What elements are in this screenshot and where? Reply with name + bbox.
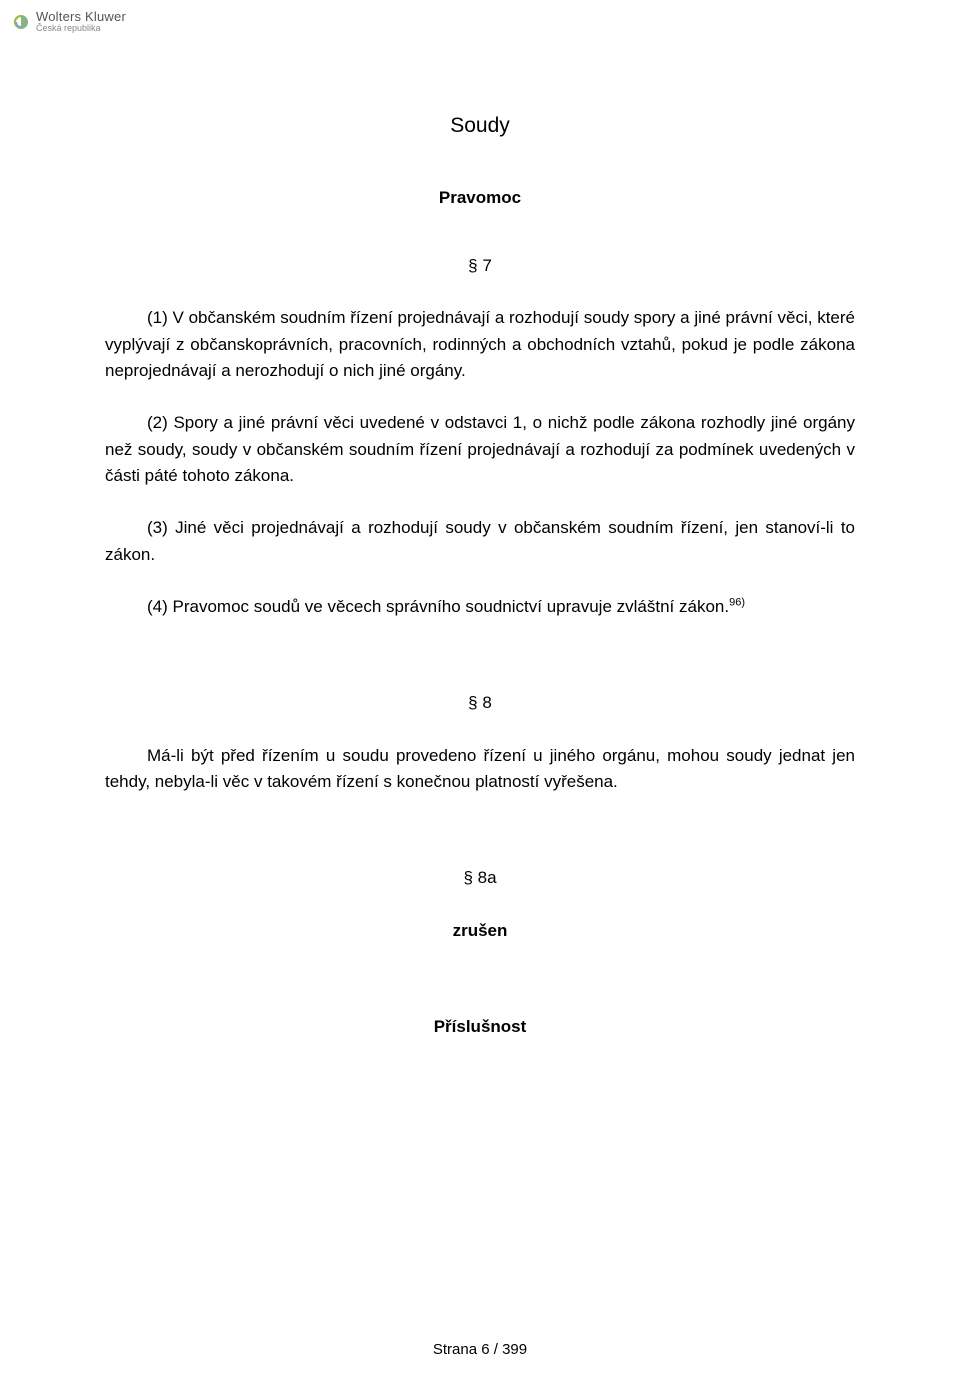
brand-text: Wolters Kluwer Česká republika [36, 10, 126, 34]
section-8-number: § 8 [105, 690, 855, 716]
page-subtitle: Pravomoc [105, 185, 855, 211]
section-7-para-3: (3) Jiné věci projednávají a rozhodují s… [105, 515, 855, 568]
section-7-para-2: (2) Spory a jiné právní věci uvedené v o… [105, 410, 855, 489]
section-8a-status: zrušen [105, 918, 855, 944]
wolters-kluwer-logo-icon [12, 13, 30, 31]
section-7-para-4-text: (4) Pravomoc soudů ve věcech správního s… [147, 597, 729, 616]
section-7-number: § 7 [105, 253, 855, 279]
section-7-para-1: (1) V občanském soudním řízení projednáv… [105, 305, 855, 384]
footnote-ref-96: 96) [729, 596, 745, 608]
page-title: Soudy [105, 110, 855, 143]
brand-main-label: Wolters Kluwer [36, 10, 126, 24]
document-body: Soudy Pravomoc § 7 (1) V občanském soudn… [105, 110, 855, 1326]
section-8a-number: § 8a [105, 865, 855, 891]
brand-sub-label: Česká republika [36, 24, 126, 34]
prislusnost-heading: Příslušnost [105, 1014, 855, 1040]
brand-header: Wolters Kluwer Česká republika [12, 10, 126, 34]
section-7-para-4: (4) Pravomoc soudů ve věcech správního s… [105, 594, 855, 620]
page-footer: Strana 6 / 399 [0, 1341, 960, 1358]
section-8-para-1: Má-li být před řízením u soudu provedeno… [105, 743, 855, 796]
